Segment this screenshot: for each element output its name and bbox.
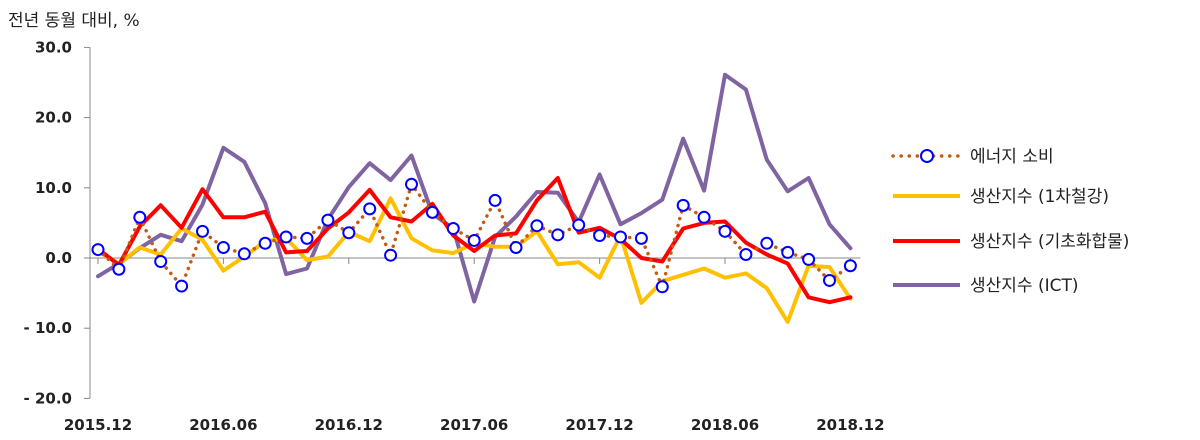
data-point [342,226,356,240]
legend-label: 생산지수 (기초화합물) [970,232,1129,252]
data-point [446,222,460,236]
x-tick-label: 2017.12 [565,416,633,434]
series-line [96,176,853,305]
data-point [237,247,251,261]
data-point [488,193,502,207]
data-point [279,230,293,244]
legend-label: 생산지수 (ICT) [970,276,1079,296]
data-point [676,198,690,212]
data-point [718,224,732,238]
y-tick-label: - 20.0 [24,389,72,407]
data-point [300,231,314,245]
data-point [551,228,565,242]
data-point [467,233,481,247]
data-point [697,210,711,224]
data-point [739,247,753,261]
legend-item: 생산지수 (기초화합물) [893,232,1129,252]
series-line [96,72,853,304]
data-point [216,240,230,254]
x-tick-label: 2015.12 [64,416,132,434]
legend-item: 생산지수 (ICT) [893,276,1079,296]
series-2 [96,176,853,305]
legend-marker [920,149,934,163]
data-point [363,202,377,216]
data-point [781,245,795,259]
y-tick-label: 20.0 [35,109,72,127]
data-point [530,219,544,233]
data-point [258,236,272,250]
x-tick-label: 2018.06 [691,416,759,434]
data-point [823,273,836,287]
data-point [655,280,669,294]
legend-label: 에너지 소비 [970,147,1054,167]
data-point [91,243,105,257]
data-point [133,210,147,224]
data-point [634,231,648,245]
x-tick-label: 2017.06 [440,416,508,434]
data-point [321,213,335,227]
data-point [593,229,607,243]
x-tick-label: 2018.12 [816,416,884,434]
series-3 [96,72,853,304]
legend-item: 생산지수 (1차철강) [893,187,1109,207]
series-0 [91,177,857,294]
legend-item: 에너지 소비 [891,147,1054,167]
y-tick-label: - 10.0 [24,319,72,337]
data-point [760,236,774,250]
data-point [843,259,857,273]
x-tick-label: 2016.12 [315,416,383,434]
y-tick-label: 30.0 [35,38,72,56]
data-point [405,177,418,191]
data-point [614,230,627,244]
data-point [154,255,168,269]
y-tick-label: 10.0 [35,179,72,197]
y-axis-unit-label: 전년 동월 대비, % [8,11,140,31]
chart-series-layer [91,72,857,324]
y-tick-label: 0.0 [45,249,72,267]
data-point [112,262,126,276]
data-point [384,248,398,262]
data-point [572,218,586,232]
data-point [196,224,209,238]
legend-label: 생산지수 (1차철강) [970,187,1109,207]
chart-axes: 30.0 20.0 10.0 0.0 - 10.0 - 20.0 2015.12 2016.0… [24,38,885,434]
data-point [509,240,523,254]
x-tick-label: 2016.06 [189,416,257,434]
data-point [802,252,816,266]
data-point [175,279,189,293]
data-point [425,205,439,219]
